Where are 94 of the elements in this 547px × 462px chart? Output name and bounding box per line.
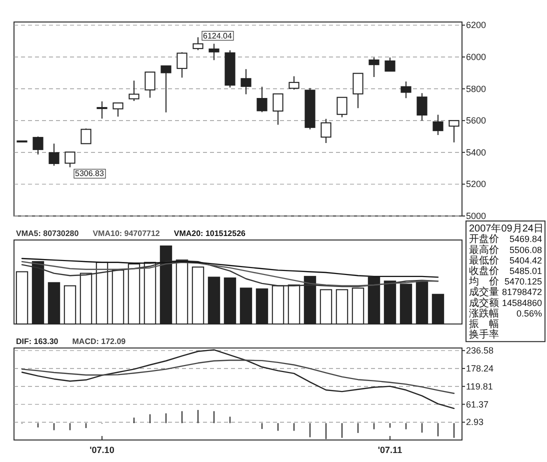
category-label: 均 价 (468, 276, 499, 288)
text: VMA20: 101512526 (174, 229, 246, 238)
category-label: 成交额 (469, 296, 499, 309)
bar (224, 277, 236, 324)
category-label: 成交量 (469, 286, 499, 298)
bar (112, 270, 124, 324)
bar (80, 272, 92, 324)
y-tick-label: 5600 (466, 116, 486, 126)
y-tick-label: 2.93 (466, 417, 484, 428)
candlestick (128, 80, 140, 102)
y-tick-label: 236.58 (466, 346, 494, 356)
bar (96, 262, 108, 324)
line-series (21, 349, 455, 410)
candlestick (432, 114, 444, 136)
bar (192, 266, 204, 324)
candlestick (336, 96, 348, 118)
bar (368, 276, 380, 324)
candlestick (368, 56, 380, 78)
candlestick (240, 68, 252, 95)
candlestick (320, 118, 332, 144)
category-label: 开盘价 (469, 233, 499, 246)
candlestick (384, 56, 396, 72)
category-label: 换手率 (469, 328, 499, 341)
candlestick (400, 80, 412, 99)
bar (320, 289, 332, 324)
bar (160, 246, 172, 324)
text: 2007年09月24日 (469, 222, 544, 235)
candlestick (96, 100, 108, 120)
text: 0.56% (516, 308, 542, 318)
text: 5469.84 (509, 234, 542, 244)
category-label: 最高价 (469, 244, 499, 256)
bar (416, 280, 428, 324)
bar (384, 280, 396, 324)
bar (128, 263, 140, 324)
candlestick (32, 136, 44, 155)
candlestick (272, 93, 284, 126)
x-tick-label: '07.11 (378, 445, 402, 455)
text: 5506.08 (509, 244, 542, 255)
category-label: 振 幅 (469, 318, 499, 330)
y-tick-label: 119.81 (466, 381, 493, 392)
y-tick-label: 5800 (466, 84, 486, 94)
line-series (21, 360, 455, 394)
bar (352, 288, 364, 324)
bar (256, 288, 268, 324)
annotation: 6124.04 (203, 31, 232, 40)
candlestick (160, 65, 172, 113)
y-tick-label: 6000 (466, 52, 486, 62)
candlestick (176, 52, 188, 78)
text: VMA5: 80730280 (16, 229, 80, 238)
bar (176, 260, 188, 324)
text: 5470.125 (504, 276, 542, 287)
annotation: 5306.83 (75, 169, 104, 178)
bar (272, 285, 284, 324)
candlestick (416, 92, 428, 122)
bar (400, 284, 412, 324)
category-label: 最低价 (469, 254, 499, 266)
y-tick-label: 61.37 (466, 399, 489, 410)
text: VMA10: 94707712 (92, 229, 160, 238)
candlestick (208, 43, 220, 61)
text: 5404.42 (509, 255, 542, 266)
candlestick (80, 128, 92, 144)
bar (32, 261, 44, 324)
candlestick (144, 72, 156, 98)
bar (432, 294, 444, 324)
bar (304, 276, 316, 324)
y-tick-label: 5000 (466, 211, 486, 221)
candlestick (256, 86, 268, 113)
bar (240, 288, 252, 324)
candlestick (288, 76, 300, 90)
text: 14584860 (502, 298, 542, 308)
bar (288, 284, 300, 324)
bar (144, 262, 156, 324)
text: 5485.01 (509, 266, 542, 276)
y-tick-label: 178.24 (466, 363, 494, 374)
bar (208, 276, 220, 324)
category-label: 涨跌幅 (469, 307, 499, 320)
candlestick (448, 120, 460, 143)
bar (48, 282, 60, 324)
candlestick (192, 36, 204, 51)
x-tick-label: '07.10 (90, 445, 114, 455)
candlestick (64, 152, 76, 168)
candlestick (112, 102, 124, 118)
y-tick-label: 6200 (466, 20, 486, 30)
category-label: 收盘价 (469, 265, 499, 277)
y-tick-label: 5200 (466, 179, 486, 190)
candlestick (48, 143, 60, 166)
text: DIF: 163.30 (16, 337, 59, 346)
bar (64, 285, 76, 324)
y-tick-label: 5400 (466, 147, 486, 158)
bar (16, 271, 28, 324)
bar (336, 289, 348, 324)
candlestick (352, 72, 364, 109)
text: MACD: 172.09 (72, 337, 126, 346)
text: 81798472 (502, 287, 542, 298)
